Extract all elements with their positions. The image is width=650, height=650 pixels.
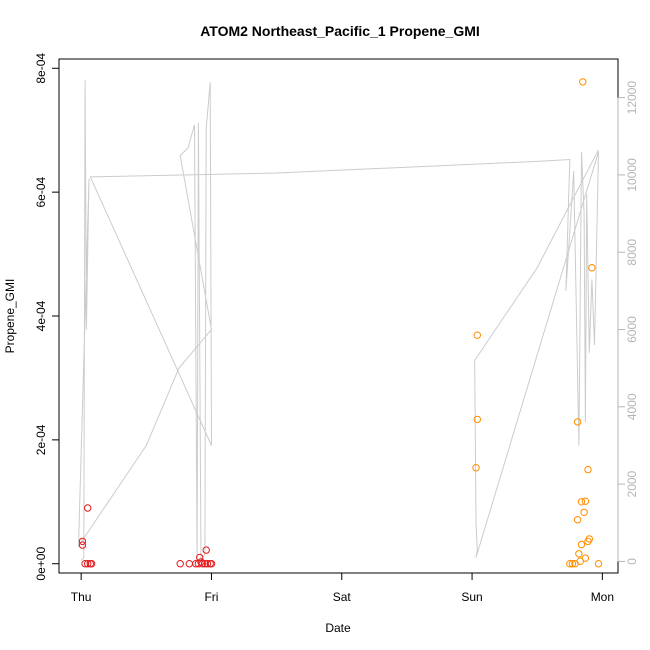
- x-tick-label-0: Thu: [71, 590, 92, 604]
- data-point-s1-8: [575, 550, 583, 558]
- y-axis-label: Propene_GMI: [3, 279, 17, 354]
- x-axis-label: Date: [325, 621, 351, 635]
- x-tick-label-4: Mon: [591, 590, 614, 604]
- data-point-s0-18: [207, 560, 216, 568]
- data-point-s1-15: [581, 554, 590, 562]
- data-point-s0-15: [202, 546, 210, 554]
- data-point-s0-4: [84, 560, 92, 568]
- y-tick-label-3: 6e-04: [34, 176, 48, 207]
- chart-title: ATOM2 Northeast_Pacific_1 Propene_GMI: [200, 23, 480, 39]
- data-point-s1-4: [568, 560, 577, 568]
- x-tick-label-1: Fri: [204, 590, 218, 604]
- data-point-s1-20: [594, 560, 603, 568]
- series-line-2: [77, 80, 599, 562]
- data-point-s0-0: [78, 537, 87, 546]
- y2-tick-label-6: 12000: [625, 81, 639, 115]
- y2-tick-label-4: 8000: [625, 239, 639, 266]
- data-point-s1-1: [473, 415, 481, 424]
- data-point-s1-6: [573, 516, 582, 524]
- data-point-s0-3: [84, 504, 92, 512]
- data-point-s0-6: [87, 560, 96, 568]
- data-point-s0-7: [176, 560, 184, 568]
- data-point-s0-12: [197, 558, 205, 566]
- x-tick-label-2: Sat: [333, 590, 352, 604]
- data-point-s1-19: [588, 264, 596, 272]
- y-tick-label-4: 8e-04: [34, 53, 48, 84]
- axes-layer: Thu Fri Sat Sun Mon 0e+00 2e-04 4e-04 6e-04 8e-04…: [34, 53, 639, 604]
- data-point-s1-11: [577, 498, 586, 506]
- data-point-s1-17: [585, 535, 593, 543]
- data-point-s1-14: [581, 497, 590, 505]
- data-point-s1-10: [577, 540, 586, 549]
- series-layer: [77, 78, 603, 568]
- y2-tick-label-0: 0: [625, 558, 639, 565]
- data-point-s1-3: [566, 560, 574, 568]
- data-point-s1-7: [573, 418, 582, 426]
- data-point-s0-16: [203, 560, 212, 568]
- y2-tick-label-5: 10000: [625, 158, 639, 192]
- data-point-s1-12: [579, 78, 587, 86]
- data-point-s1-0: [472, 464, 480, 472]
- y-tick-label-0: 0e+00: [34, 547, 48, 581]
- data-point-s0-1: [78, 541, 87, 549]
- y2-tick-label-1: 2000: [625, 470, 639, 497]
- y2-tick-label-2: 4000: [625, 393, 639, 420]
- x-tick-label-3: Sun: [461, 590, 482, 604]
- y-tick-label-2: 4e-04: [34, 300, 48, 331]
- data-point-s0-11: [196, 553, 204, 562]
- data-point-s1-13: [580, 508, 588, 516]
- data-point-s0-13: [198, 560, 207, 568]
- y2-tick-label-3: 6000: [625, 316, 639, 343]
- y-tick-label-1: 2e-04: [34, 424, 48, 455]
- data-point-s1-18: [584, 465, 592, 474]
- data-point-s1-2: [473, 331, 481, 339]
